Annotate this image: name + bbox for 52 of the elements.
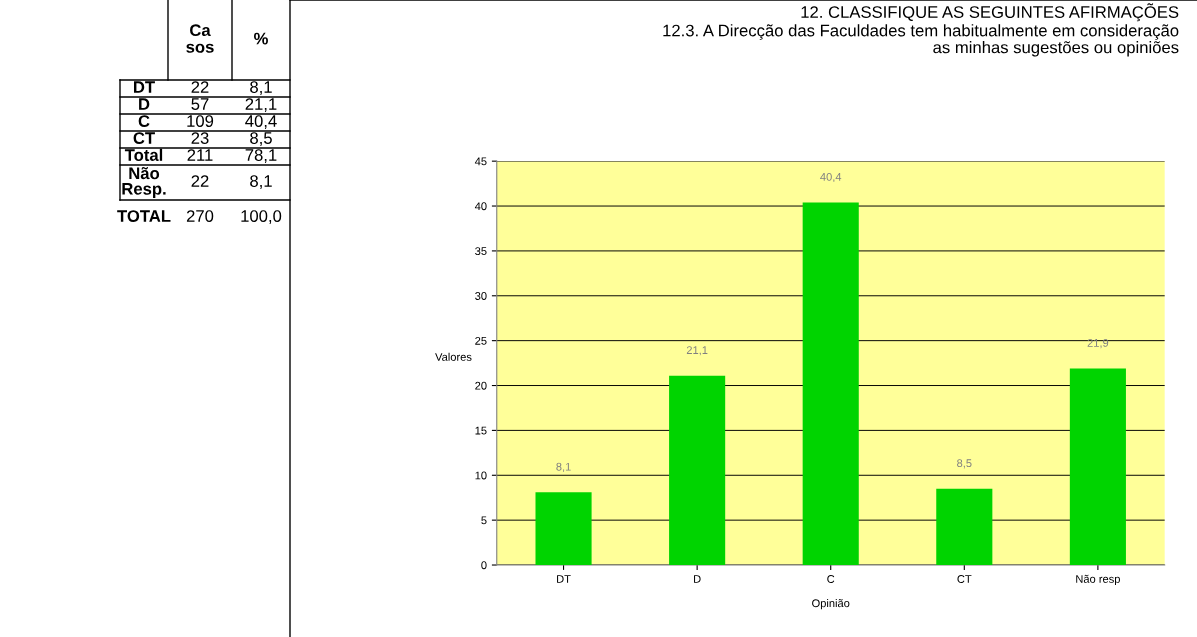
data-label: 40,4 xyxy=(820,172,842,183)
data-label: 8,1 xyxy=(556,462,571,472)
text: 100,0 xyxy=(241,210,282,224)
x-tick-label: CT xyxy=(957,575,972,583)
bar xyxy=(802,202,859,566)
y-tick-label: 35 xyxy=(475,247,487,256)
text: 78,1 xyxy=(245,149,277,163)
y-tick-label: 0 xyxy=(481,561,487,570)
y-tick-label: 25 xyxy=(475,336,487,345)
y-tick-label: 30 xyxy=(475,292,487,300)
bar xyxy=(1069,368,1126,566)
text: 8,5 xyxy=(250,132,272,146)
text: DT xyxy=(134,81,155,93)
bar xyxy=(535,492,592,566)
text: 22 xyxy=(191,175,209,187)
x-tick-label: D xyxy=(694,575,701,583)
data-label: 21,9 xyxy=(1087,338,1109,349)
text: 22 xyxy=(191,81,209,93)
y-axis-title: Valores xyxy=(435,352,472,361)
y-tick-label: 40 xyxy=(474,202,487,211)
x-tick-label: C xyxy=(827,575,835,583)
text: C xyxy=(138,115,150,127)
y-tick-label: 10 xyxy=(475,471,487,480)
x-tick-label: Não resp xyxy=(1076,574,1120,586)
text: 40,4 xyxy=(245,115,277,129)
y-tick-label: 5 xyxy=(481,516,487,525)
text: % xyxy=(254,32,268,45)
text: Não Resp. xyxy=(122,167,166,199)
text: 109 xyxy=(187,115,214,127)
chart-subtitle: 12.3. A Direcção das Faculdades tem habitualmente em consideração as minhas sugestões ou opiniões xyxy=(663,24,1179,57)
y-tick-label: 45 xyxy=(474,157,487,166)
text: 211 xyxy=(187,149,213,161)
text: Ca sos xyxy=(186,24,214,53)
text: 270 xyxy=(186,210,214,222)
text: Total xyxy=(124,148,163,161)
x-tick-label: DT xyxy=(557,575,571,583)
text: CT xyxy=(133,132,155,144)
text: 21,1 xyxy=(245,98,277,112)
y-tick-label: 15 xyxy=(475,426,487,435)
text: 8,1 xyxy=(250,175,272,189)
text: 57 xyxy=(191,98,209,110)
bar xyxy=(669,375,726,566)
x-axis-title: Opinião xyxy=(812,598,850,610)
y-tick-label: 20 xyxy=(475,381,487,390)
data-label: 8,5 xyxy=(957,459,972,469)
text: D xyxy=(139,98,150,110)
text: 8,1 xyxy=(250,81,272,95)
text: TOTAL xyxy=(117,210,171,222)
text: 23 xyxy=(191,132,209,144)
bar xyxy=(936,488,993,566)
data-label: 21,1 xyxy=(686,346,708,356)
chart-title: 12. CLASSIFIQUE AS SEGUINTES AFIRMAÇÕES xyxy=(801,3,1179,22)
